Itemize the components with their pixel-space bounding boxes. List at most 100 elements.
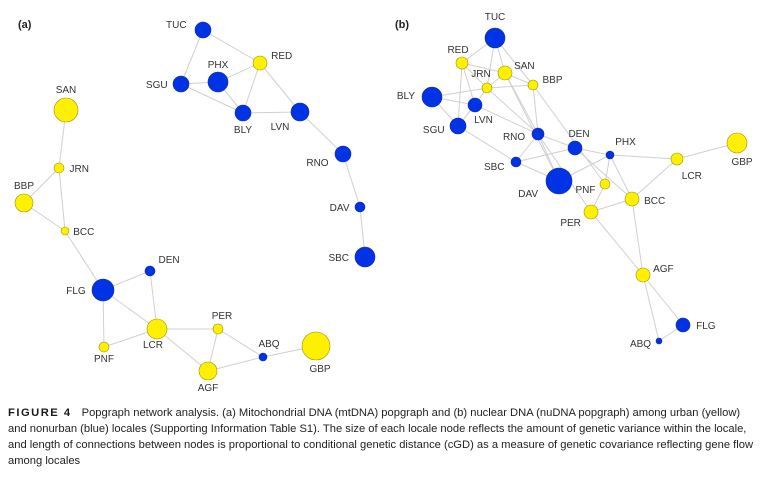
node-lcr — [146, 318, 168, 340]
node-bbp — [14, 193, 34, 213]
node-label-pnf: PNF — [576, 185, 596, 196]
node-lvn — [290, 102, 310, 122]
node-dav — [545, 167, 573, 195]
node-dav — [354, 201, 366, 213]
figure-number: FIGURE 4 — [8, 407, 72, 419]
edge-sgu-bly — [180, 83, 244, 114]
node-pnf — [599, 178, 611, 190]
node-rno — [334, 145, 352, 163]
node-label-abq: ABQ — [630, 339, 651, 350]
node-label-dav: DAV — [518, 189, 538, 200]
node-label-phx: PHX — [615, 137, 636, 148]
node-red — [252, 55, 268, 71]
node-label-den: DEN — [159, 255, 180, 266]
edge-phx-lcr — [609, 154, 678, 160]
node-label-rno: RNO — [503, 132, 525, 143]
node-phx — [605, 150, 615, 160]
edge-bbp-rno — [532, 84, 539, 135]
node-label-dav: DAV — [330, 203, 350, 214]
edge-bcc-agf — [631, 198, 644, 276]
edge-san-dav — [504, 72, 560, 182]
edge-bcc-flg — [64, 230, 104, 291]
panel-b-nudna-network: (b) TUC RED SAN JRN BBP BLY LVN SGU RNO DEN PHX SBC… — [395, 12, 753, 350]
node-den — [144, 265, 156, 277]
edge-lvn-rno — [299, 111, 344, 155]
edge-agf-abq — [207, 356, 264, 372]
node-label-gbp: GBP — [731, 157, 752, 168]
node-label-rno: RNO — [306, 158, 328, 169]
node-red — [455, 56, 469, 70]
node-label-phx: PHX — [208, 60, 229, 71]
edge-bbp-pnf — [532, 84, 606, 185]
node-sgu — [449, 117, 467, 135]
edge-den-bcc — [574, 147, 633, 200]
node-pnf — [98, 341, 110, 353]
node-gbp — [301, 331, 331, 361]
node-label-pnf: PNF — [94, 354, 114, 365]
node-label-san: SAN — [56, 85, 77, 96]
node-label-per: PER — [560, 218, 581, 229]
node-rno — [531, 127, 545, 141]
node-bbp — [527, 79, 539, 91]
node-sgu — [172, 75, 190, 93]
edge-jrn-bcc — [58, 167, 66, 232]
node-gbp — [726, 132, 748, 154]
popgraph-figure: (a) TUC RED PHX SGU BLY LVN RNO DAV SBC SAN JRN BBP… — [14, 12, 753, 394]
edge-agf-abq — [642, 274, 660, 342]
node-label-sbc: SBC — [328, 253, 349, 264]
edge-red-lvn — [461, 62, 476, 106]
edge-agf-flg — [642, 274, 684, 326]
panel-a-mtdna-network: (a) TUC RED PHX SGU BLY LVN RNO DAV SBC SAN JRN BBP… — [14, 19, 376, 394]
edge-bly-lvn — [242, 111, 301, 114]
node-label-sgu: SGU — [423, 125, 445, 136]
node-label-bly: BLY — [234, 125, 252, 136]
node-label-sbc: SBC — [484, 162, 505, 173]
edge-red-bly — [242, 62, 261, 114]
edge-per-abq — [217, 328, 264, 358]
node-jrn — [481, 82, 493, 94]
node-label-abq: ABQ — [258, 339, 279, 350]
node-label-bly: BLY — [397, 91, 415, 102]
node-label-bbp: BBP — [543, 75, 563, 86]
edge-tuc-sgu — [180, 29, 204, 85]
node-label-jrn: JRN — [471, 69, 490, 80]
node-label-gbp: GBP — [309, 364, 330, 375]
node-label-red: RED — [447, 45, 468, 56]
edge-lcr-gbp — [676, 142, 738, 160]
edge-sgu-sbc — [457, 125, 517, 163]
node-flg — [91, 278, 115, 302]
node-phx — [207, 71, 229, 93]
panel-b-label: (b) — [395, 19, 409, 31]
node-san — [53, 97, 79, 123]
edge-red-san — [461, 62, 506, 74]
node-label-den: DEN — [568, 129, 589, 140]
node-sbc — [354, 246, 376, 268]
node-den — [567, 140, 583, 156]
node-per — [212, 323, 224, 335]
edge-sbc-den — [515, 147, 576, 163]
edge-red-sgu — [457, 62, 463, 127]
node-label-san: SAN — [514, 61, 535, 72]
node-agf — [198, 361, 218, 381]
node-label-red: RED — [271, 51, 292, 62]
node-label-lcr: LCR — [143, 340, 163, 351]
edge-jrn-bbp — [486, 84, 534, 89]
node-label-flg: FLG — [66, 286, 86, 297]
edge-lvn-rno — [474, 104, 539, 135]
node-abq — [258, 352, 268, 362]
node-label-bcc: BCC — [644, 196, 665, 207]
node-label-lvn: LVN — [474, 115, 493, 126]
node-label-per: PER — [212, 311, 233, 322]
node-per — [583, 204, 599, 220]
edge-phx-bcc — [609, 154, 633, 200]
edge-rno-dav — [342, 153, 361, 208]
node-lcr — [670, 152, 684, 166]
node-bly — [234, 104, 252, 122]
node-label-jrn: JRN — [70, 164, 89, 175]
edge-per-agf — [590, 211, 644, 276]
node-agf — [635, 267, 651, 283]
node-lvn — [467, 97, 483, 113]
node-label-lvn: LVN — [271, 122, 290, 133]
node-label-bbp: BBP — [14, 181, 34, 192]
node-flg — [675, 317, 691, 333]
